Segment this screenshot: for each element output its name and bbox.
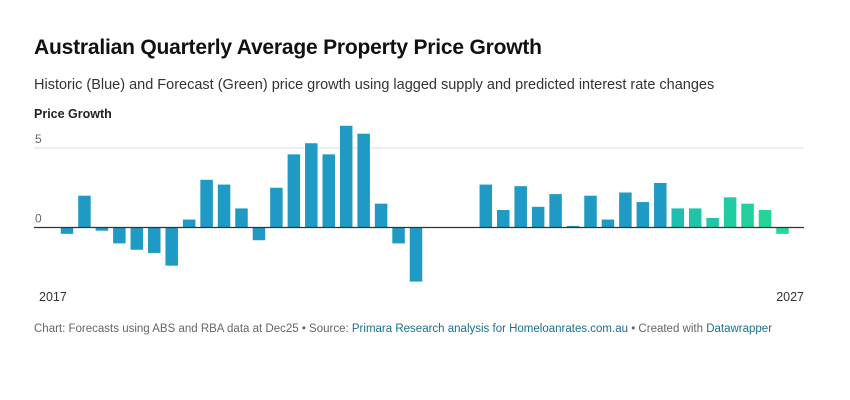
y-tick-label: 0	[35, 212, 42, 226]
historic-bar	[619, 192, 632, 228]
historic-bar	[409, 227, 423, 282]
tick-label-layer: 0 5 2017 2027	[35, 132, 804, 304]
historic-bar	[601, 219, 615, 228]
footer-source-link[interactable]: Primara Research analysis for Homeloanra…	[351, 323, 629, 335]
historic-bar	[200, 179, 213, 228]
historic-bar	[78, 195, 91, 228]
historic-bar	[60, 227, 74, 234]
historic-bar	[636, 202, 650, 228]
forecast-bar	[723, 197, 737, 228]
historic-bar	[654, 182, 667, 228]
forecast-bar	[706, 217, 719, 228]
historic-bar	[514, 186, 527, 228]
chart-title: Australian Quarterly Average Property Pr…	[34, 36, 542, 59]
historic-bar	[339, 125, 353, 228]
footer-created-note: • Created with	[628, 323, 707, 335]
historic-bar	[357, 133, 370, 228]
x-tick-label-start: 2017	[39, 290, 67, 304]
footer-chart-note: Chart: Forecasts using ABS and RBA data …	[34, 323, 352, 335]
historic-bar	[235, 208, 248, 228]
historic-bar	[392, 227, 405, 244]
historic-bar	[182, 219, 196, 228]
bar-layer	[60, 125, 789, 282]
historic-bar	[584, 195, 597, 228]
x-tick-label-end: 2027	[776, 290, 804, 304]
historic-bar	[130, 227, 144, 250]
historic-bar	[531, 206, 545, 228]
historic-bar	[322, 154, 335, 228]
forecast-bar	[776, 227, 789, 234]
bar-chart: 0 5 2017 2027	[34, 125, 804, 304]
forecast-bar	[758, 210, 772, 228]
y-tick-label: 5	[35, 132, 42, 146]
historic-bar	[549, 194, 562, 228]
historic-bar	[497, 210, 510, 228]
historic-bar	[305, 143, 318, 228]
historic-bar	[374, 203, 388, 228]
historic-bar	[270, 187, 283, 228]
forecast-bar	[741, 203, 754, 228]
historic-bar	[566, 225, 580, 228]
historic-bar	[148, 227, 161, 253]
chart-footer: Chart: Forecasts using ABS and RBA data …	[34, 323, 772, 335]
historic-bar	[113, 227, 126, 244]
historic-bar	[479, 184, 493, 228]
y-axis-title: Price Growth	[34, 107, 112, 121]
historic-bar	[165, 227, 178, 266]
forecast-bar	[671, 208, 684, 228]
forecast-bar	[688, 208, 702, 228]
historic-bar	[217, 184, 231, 228]
historic-bar	[252, 227, 266, 241]
historic-bar	[287, 154, 301, 228]
historic-bar	[95, 227, 109, 231]
chart-subtitle: Historic (Blue) and Forecast (Green) pri…	[34, 77, 715, 93]
footer-datawrapper-link[interactable]: Datawrapper	[706, 323, 773, 335]
